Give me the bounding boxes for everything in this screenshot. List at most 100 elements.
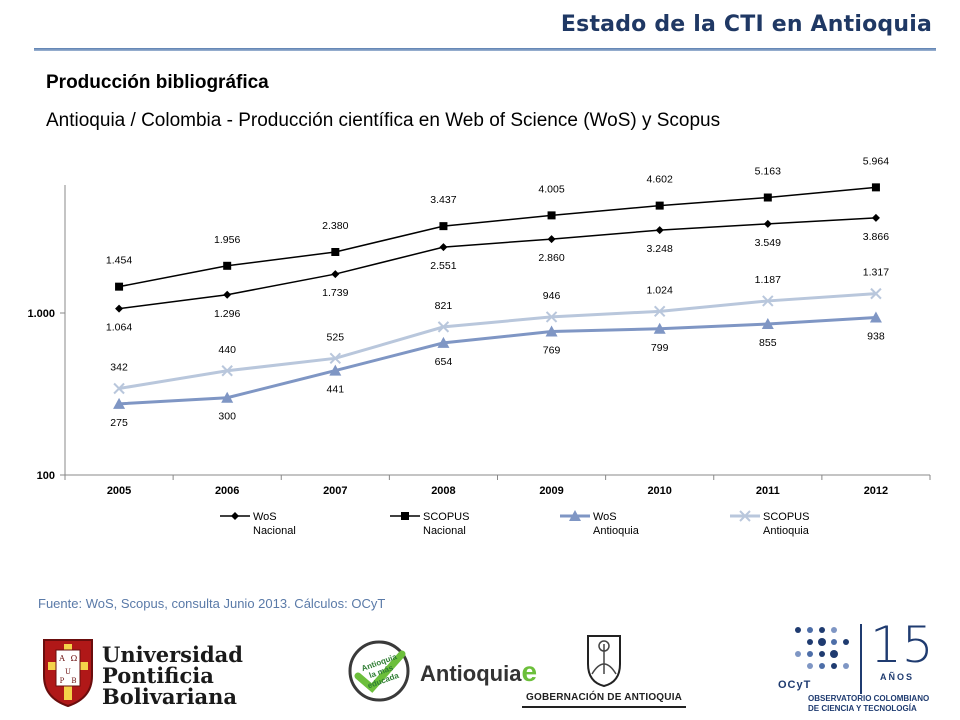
data-label: 654 [435,356,453,368]
data-label: 938 [867,331,885,343]
upb-emblem-letter: P [60,677,65,685]
data-label: 1.317 [863,267,889,279]
data-label: 821 [435,300,453,312]
data-label: 4.005 [538,183,564,195]
data-point [547,235,556,244]
antioquia-badge-icon: Antioquia la más educada [348,640,410,702]
legend-label: SCOPUS [763,511,809,523]
data-label: 2.860 [538,252,564,264]
series-line [118,186,877,288]
legend-label: Nacional [423,525,466,537]
data-point [115,304,124,313]
data-label: 946 [543,290,561,302]
ocyt-dots-icon [795,627,849,669]
data-label: 1.064 [106,322,132,334]
data-point [871,183,880,192]
production-line-chart: 100 1.000 2005 2006 2007 2008 2009 2010 2011 2012… [27,155,931,537]
source-note: Fuente: WoS, Scopus, consulta Junio 2013… [38,596,386,611]
series-line [118,316,877,406]
upb-logo: A Ω U P B Universidad Pontificia Bolivar… [38,636,243,712]
data-point [329,352,342,365]
data-label: 3.549 [755,237,781,249]
x-tick-label: 2008 [431,485,455,497]
data-label: 1.024 [647,284,673,296]
antioquia-wordmark: Antioquia [420,661,522,686]
series-line [118,292,877,390]
data-label: 769 [543,344,561,356]
page-header-title: Estado de la CTI en Antioquia [560,12,932,37]
x-tick-label: 2012 [864,485,888,497]
upb-name-line: Universidad [102,642,243,667]
data-label: 300 [218,411,236,423]
gobernacion-logo: GOBERNACIÓN DE ANTIOQUIA [522,632,686,710]
upb-emblem-letter: A [58,654,65,663]
x-tick-label: 2010 [647,485,671,497]
legend-label: Antioquia [593,525,640,537]
legend-label: Antioquia [763,525,810,537]
data-label: 799 [651,342,669,354]
ocyt-logo: 15 AÑOS OCyT OBSERVATORIO COLOMBIANO DE … [770,616,940,716]
data-point [329,364,342,376]
data-label: 1.739 [322,287,348,299]
x-tick-label: 2011 [756,485,780,497]
x-tick-label: 2007 [323,485,347,497]
upb-shield-icon: A Ω U P B [43,639,93,708]
data-label: 3.866 [863,231,889,243]
data-point [113,397,126,409]
data-point [869,311,882,323]
ocyt-years-label: AÑOS [880,672,915,682]
upb-emblem-letter: B [71,677,76,685]
ocyt-name-line: OBSERVATORIO COLOMBIANO [808,694,930,703]
data-label: 5.163 [755,166,781,178]
y-tick-label: 100 [37,470,55,482]
data-point [763,193,772,202]
legend-label: WoS [253,511,277,523]
data-label: 275 [110,417,128,429]
legend-label: WoS [593,511,617,523]
data-point [221,365,233,377]
data-point [545,311,558,323]
data-label: 1.956 [214,234,240,246]
data-label: 855 [759,337,777,349]
series-line [118,217,876,310]
antioquia-crest-icon [587,635,621,688]
data-label: 342 [110,361,128,373]
data-label: 1.296 [214,308,240,320]
legend-marker [401,512,409,520]
data-point [223,290,232,299]
data-point [762,295,774,307]
y-tick-label: 1.000 [27,308,55,320]
legend-marker [231,512,239,520]
legend-marker [739,510,751,522]
data-point [331,247,340,256]
chart-subtitle: Antioquia / Colombia - Producción cientí… [46,110,721,131]
data-label: 3.248 [647,243,673,255]
data-label: 2.380 [322,220,348,232]
data-label: 1.454 [106,255,132,267]
data-point [115,282,124,291]
data-point [221,391,234,403]
gobernacion-name: GOBERNACIÓN DE ANTIOQUIA [526,692,683,703]
antioquia-educada-logo: Antioquia la más educada Antioquiae [346,636,537,706]
data-point [870,287,882,300]
data-point [655,201,664,210]
data-label: 2.551 [430,260,456,272]
data-label: 525 [327,331,345,343]
data-point [871,213,880,222]
data-point [653,322,666,334]
data-point [653,305,666,318]
ocyt-divider [860,624,862,694]
ocyt-years-number: 15 [870,616,934,674]
data-point [761,318,774,330]
upb-name-line: Bolivariana [102,684,238,709]
data-label: 3.437 [430,194,456,206]
data-point [223,261,232,270]
x-tick-label: 2006 [215,485,239,497]
ocyt-acronym: OCyT [778,679,812,691]
data-label: 4.602 [647,174,673,186]
legend-label: SCOPUS [423,511,469,523]
data-point [763,219,772,228]
data-point [437,321,450,333]
x-tick-label: 2005 [107,485,131,497]
data-label: 441 [327,384,345,396]
